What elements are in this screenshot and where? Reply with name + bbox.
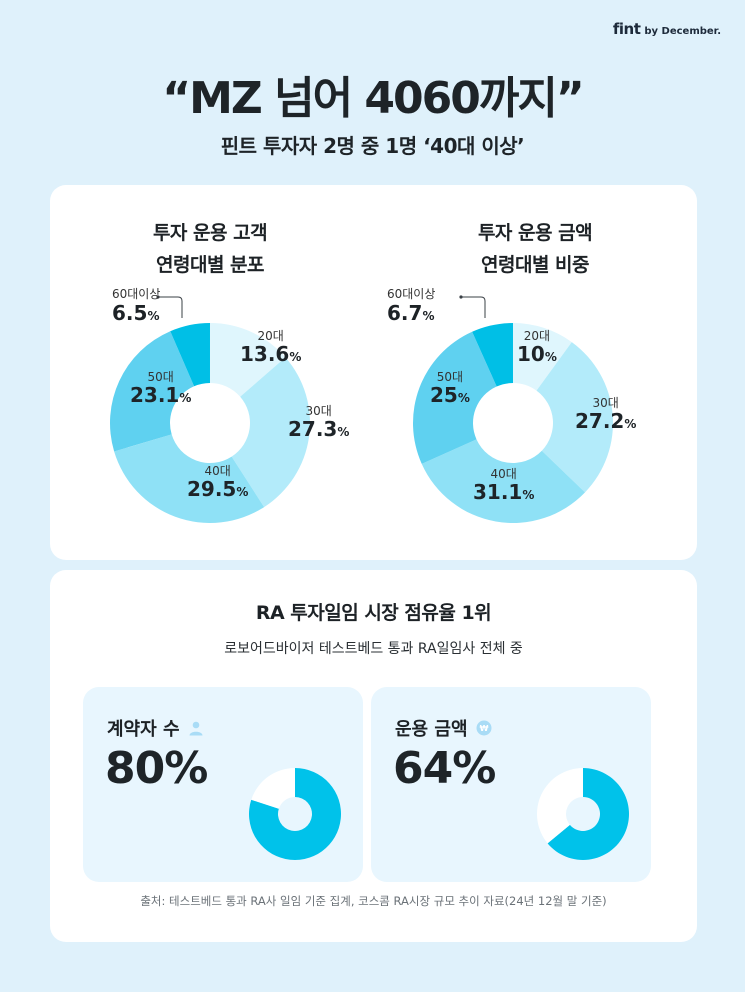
amount-donut-small bbox=[537, 768, 629, 860]
label-40: 40대 29.5% bbox=[187, 464, 249, 502]
stat-card-contracts: 계약자 수 80% bbox=[83, 687, 363, 882]
stat-value: 80% bbox=[105, 743, 208, 794]
age-distribution-card: 투자 운용 고객 연령대별 분포 60대이상 6.5% 20대 13.6% 30… bbox=[50, 185, 697, 560]
stat-value: 64% bbox=[393, 743, 496, 794]
source-note: 출처: 테스트베드 통과 RA사 일임 기준 집계, 코스콤 RA시장 규모 추… bbox=[140, 894, 607, 908]
stat-label: 운용 금액 ₩ bbox=[395, 715, 492, 741]
market-subtitle: 로보어드바이저 테스트베드 통과 RA일임사 전체 중 bbox=[224, 641, 523, 657]
chart-title-line1: 투자 운용 고객 bbox=[152, 222, 268, 244]
won-coin-icon: ₩ bbox=[476, 720, 492, 736]
label-20: 20대 13.6% bbox=[240, 329, 302, 367]
chart-title-line2: 연령대별 분포 bbox=[156, 254, 265, 276]
stat-card-amount: 운용 금액 ₩ 64% bbox=[371, 687, 651, 882]
customer-donut bbox=[110, 295, 310, 523]
amount-donut bbox=[413, 295, 613, 523]
stat-label-text: 계약자 수 bbox=[107, 719, 180, 740]
amount-age-chart: 투자 운용 금액 연령대별 비중 60대이상 6.7% 20대 10% 30대 … bbox=[375, 185, 695, 560]
market-title: RA 투자일임 시장 점유율 1위 bbox=[255, 602, 492, 624]
market-share-card: RA 투자일임 시장 점유율 1위 로보어드바이저 테스트베드 통과 RA일임사… bbox=[50, 570, 697, 942]
page-title: “MZ 넘어 4060까지” bbox=[162, 73, 585, 124]
chart-title-line2: 연령대별 비중 bbox=[481, 254, 590, 276]
label-20: 20대 10% bbox=[517, 329, 557, 367]
page-subtitle: 핀트 투자자 2명 중 1명 ‘40대 이상’ bbox=[220, 134, 525, 158]
chart-title: 투자 운용 금액 연령대별 비중 bbox=[375, 217, 695, 281]
label-60: 60대이상 6.7% bbox=[387, 287, 436, 325]
chart-title-line1: 투자 운용 금액 bbox=[477, 222, 593, 244]
label-40: 40대 31.1% bbox=[473, 467, 535, 505]
label-60: 60대이상 6.5% bbox=[112, 287, 161, 325]
person-icon bbox=[189, 721, 203, 736]
chart-title: 투자 운용 고객 연령대별 분포 bbox=[50, 217, 370, 281]
label-30: 30대 27.2% bbox=[575, 396, 637, 434]
stat-label: 계약자 수 bbox=[107, 715, 204, 741]
label-50: 50대 23.1% bbox=[130, 370, 192, 408]
label-30: 30대 27.3% bbox=[288, 404, 350, 442]
contracts-donut bbox=[249, 768, 341, 860]
stat-label-text: 운용 금액 bbox=[395, 719, 468, 740]
brand-logo: fint by December. bbox=[613, 20, 721, 38]
label-50: 50대 25% bbox=[430, 370, 470, 408]
svg-text:₩: ₩ bbox=[479, 724, 488, 733]
logo-brand: fint bbox=[612, 20, 641, 38]
logo-by: by December. bbox=[644, 26, 721, 37]
customer-age-chart: 투자 운용 고객 연령대별 분포 60대이상 6.5% 20대 13.6% 30… bbox=[50, 185, 370, 560]
